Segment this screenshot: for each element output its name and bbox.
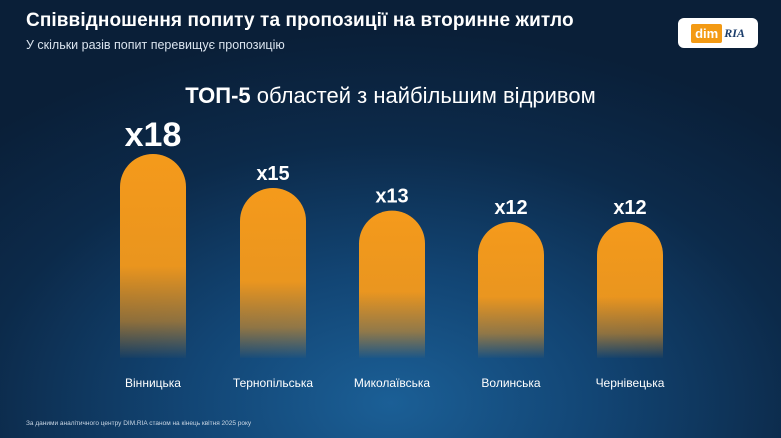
bar bbox=[597, 222, 663, 358]
chart-heading-strong: ТОП-5 bbox=[185, 83, 251, 108]
bar-value-label: x12 bbox=[494, 197, 527, 219]
bar bbox=[478, 222, 544, 358]
bar-value-label: x18 bbox=[125, 116, 182, 154]
logo-ria-text: RIA bbox=[724, 25, 745, 40]
chart-heading-rest: областей з найбільшим відривом bbox=[256, 83, 596, 108]
bar bbox=[359, 210, 425, 358]
page-title: Співвідношення попиту та пропозиції на в… bbox=[26, 10, 574, 31]
logo-dim-text: dim bbox=[691, 23, 723, 43]
category-label: Чернівецька bbox=[596, 376, 665, 390]
bar bbox=[240, 188, 306, 358]
chart-heading: ТОП-5 областей з найбільшим відривом bbox=[0, 83, 781, 109]
category-label: Миколаївська bbox=[354, 376, 431, 390]
bar-value-label: x15 bbox=[256, 163, 289, 185]
category-label: Тернопільська bbox=[233, 376, 313, 390]
bar-value-label: x12 bbox=[613, 197, 646, 219]
bar-value-label: x13 bbox=[375, 186, 408, 208]
page-subtitle: У скільки разів попит перевищує пропозиц… bbox=[26, 38, 285, 52]
dim-ria-logo: dim RIA bbox=[678, 18, 758, 48]
category-label: Волинська bbox=[481, 376, 541, 390]
footnote: За даними аналітичного центру DIM.RIA ст… bbox=[26, 420, 252, 427]
bar bbox=[120, 154, 186, 358]
category-label: Вінницька bbox=[125, 376, 181, 390]
